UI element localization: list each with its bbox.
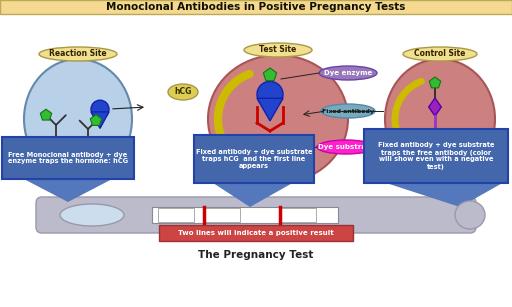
Ellipse shape	[317, 140, 375, 154]
Polygon shape	[20, 177, 116, 202]
Circle shape	[257, 81, 283, 107]
Text: Fixed antibody + dye substrate
traps hCG  and the first line
appears: Fixed antibody + dye substrate traps hCG…	[196, 149, 312, 169]
Text: Dye substrate: Dye substrate	[318, 144, 374, 150]
Text: Control Site: Control Site	[414, 49, 466, 59]
Ellipse shape	[60, 204, 124, 226]
Ellipse shape	[321, 104, 375, 118]
Circle shape	[262, 147, 278, 163]
FancyBboxPatch shape	[0, 0, 512, 14]
FancyBboxPatch shape	[2, 137, 134, 179]
Ellipse shape	[39, 47, 117, 61]
FancyBboxPatch shape	[152, 207, 338, 223]
Text: Dye enzyme: Dye enzyme	[49, 154, 97, 160]
Text: Fixed antibody: Fixed antibody	[322, 108, 374, 114]
Circle shape	[427, 134, 445, 152]
FancyBboxPatch shape	[204, 208, 240, 222]
FancyBboxPatch shape	[36, 197, 476, 233]
Text: Monoclonal Antibodies in Positive Pregnancy Tests: Monoclonal Antibodies in Positive Pregna…	[106, 2, 406, 12]
FancyBboxPatch shape	[364, 129, 508, 183]
Ellipse shape	[44, 150, 102, 164]
Text: hCG: hCG	[174, 87, 191, 96]
Text: The Pregnancy Test: The Pregnancy Test	[198, 250, 314, 260]
Circle shape	[91, 100, 109, 118]
FancyBboxPatch shape	[158, 208, 194, 222]
Text: Reaction Site: Reaction Site	[49, 49, 107, 59]
Polygon shape	[380, 181, 506, 207]
FancyBboxPatch shape	[194, 135, 314, 183]
Ellipse shape	[244, 43, 312, 57]
Polygon shape	[429, 98, 441, 116]
Ellipse shape	[385, 59, 495, 179]
Text: Test Site: Test Site	[260, 45, 296, 55]
Text: Two lines will indicate a positive result: Two lines will indicate a positive resul…	[178, 230, 334, 236]
Text: Fixed antibody + dye substrate
traps the free antibody (color
will show even wit: Fixed antibody + dye substrate traps the…	[378, 142, 494, 169]
FancyBboxPatch shape	[280, 208, 316, 222]
Ellipse shape	[24, 59, 132, 179]
FancyBboxPatch shape	[159, 225, 353, 241]
Ellipse shape	[455, 201, 485, 229]
Ellipse shape	[319, 66, 377, 80]
Ellipse shape	[168, 84, 198, 100]
Polygon shape	[210, 181, 296, 207]
Ellipse shape	[208, 55, 348, 183]
Polygon shape	[257, 98, 283, 121]
Text: Dye enzyme: Dye enzyme	[324, 70, 372, 76]
Polygon shape	[91, 112, 109, 128]
FancyBboxPatch shape	[249, 138, 293, 170]
FancyBboxPatch shape	[419, 130, 457, 156]
Text: Free Monoclonal antibody + dye
enzyme traps the hormone: hCG: Free Monoclonal antibody + dye enzyme tr…	[8, 151, 128, 165]
Ellipse shape	[403, 47, 477, 61]
